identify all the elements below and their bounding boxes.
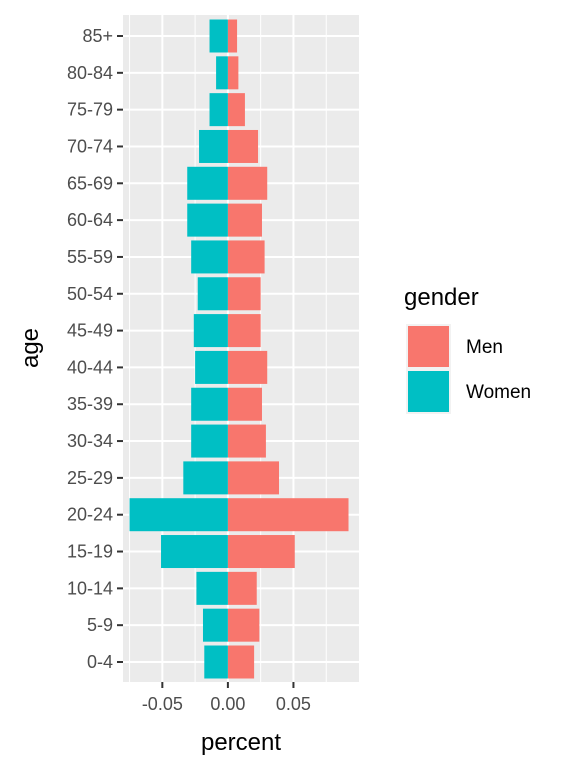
bar-men-30-34	[227, 424, 266, 458]
bar-women-35-39	[191, 387, 228, 421]
bar-women-80-84	[216, 56, 228, 90]
bar-men-20-24	[227, 498, 349, 532]
bar-men-50-54	[227, 277, 261, 311]
y-axis: 0-4 5-9 10-14 15-19 20-24 25-29 30-34 35-39 40-4…	[67, 26, 123, 672]
x-tick-label: 0.05	[276, 694, 311, 714]
x-axis: -0.05 0.00 0.05	[142, 682, 311, 714]
y-tick-label: 15-19	[67, 542, 113, 562]
y-tick-label: 65-69	[67, 173, 113, 193]
bar-men-45-49	[227, 314, 261, 348]
bar-women-25-29	[183, 461, 228, 495]
y-tick-label: 5-9	[87, 615, 113, 635]
bar-men-25-29	[227, 461, 280, 495]
y-tick-label: 25-29	[67, 468, 113, 488]
y-tick-label: 80-84	[67, 63, 113, 83]
x-axis-title: percent	[201, 729, 281, 756]
y-tick-label: 40-44	[67, 357, 113, 377]
bar-women-85+	[209, 19, 228, 53]
bar-men-15-19	[227, 535, 295, 569]
bar-women-10-14	[196, 571, 228, 605]
legend-title: gender	[404, 284, 479, 311]
bar-women-30-34	[191, 424, 228, 458]
bar-women-50-54	[197, 277, 228, 311]
bar-women-0-4	[204, 645, 228, 679]
y-tick-label: 35-39	[67, 394, 113, 414]
bar-men-75-79	[227, 93, 245, 127]
y-tick-label: 70-74	[67, 136, 113, 156]
bar-women-65-69	[187, 166, 228, 200]
bar-men-35-39	[227, 387, 262, 421]
bar-women-60-64	[187, 203, 228, 237]
bars	[129, 19, 349, 679]
legend-key-men	[408, 326, 449, 367]
y-tick-label: 30-34	[67, 431, 113, 451]
bar-men-65-69	[227, 166, 268, 200]
y-tick-label: 0-4	[87, 652, 113, 672]
y-tick-label: 10-14	[67, 578, 113, 598]
y-tick-label: 50-54	[67, 284, 113, 304]
bar-women-15-19	[161, 535, 228, 569]
minor-gridlines	[129, 15, 327, 682]
y-tick-label: 55-59	[67, 247, 113, 267]
x-tick-label: -0.05	[142, 694, 183, 714]
bar-women-45-49	[193, 314, 228, 348]
y-tick-label: 75-79	[67, 100, 113, 120]
legend: gender Men Women	[404, 284, 531, 414]
legend-label-men: Men	[466, 337, 503, 358]
bar-men-40-44	[227, 350, 268, 384]
bar-men-5-9	[227, 608, 260, 642]
x-tick-label: 0.00	[210, 694, 245, 714]
y-tick-label: 85+	[82, 26, 113, 46]
bar-women-70-74	[199, 129, 228, 163]
legend-label-women: Women	[466, 382, 531, 403]
y-tick-label: 60-64	[67, 210, 113, 230]
y-tick-label: 20-24	[67, 505, 113, 525]
bar-men-10-14	[227, 571, 257, 605]
bar-men-0-4	[227, 645, 255, 679]
legend-key-women	[408, 371, 449, 412]
bar-women-55-59	[191, 240, 228, 274]
bar-men-55-59	[227, 240, 265, 274]
bar-men-80-84	[227, 56, 239, 90]
bar-women-75-79	[209, 93, 228, 127]
bar-women-40-44	[195, 350, 228, 384]
bar-men-60-64	[227, 203, 262, 237]
y-tick-label: 45-49	[67, 321, 113, 341]
bar-women-20-24	[129, 498, 228, 532]
bar-men-85+	[227, 19, 238, 53]
y-axis-title: age	[17, 328, 44, 368]
bar-women-5-9	[202, 608, 228, 642]
bar-men-70-74	[227, 129, 259, 163]
